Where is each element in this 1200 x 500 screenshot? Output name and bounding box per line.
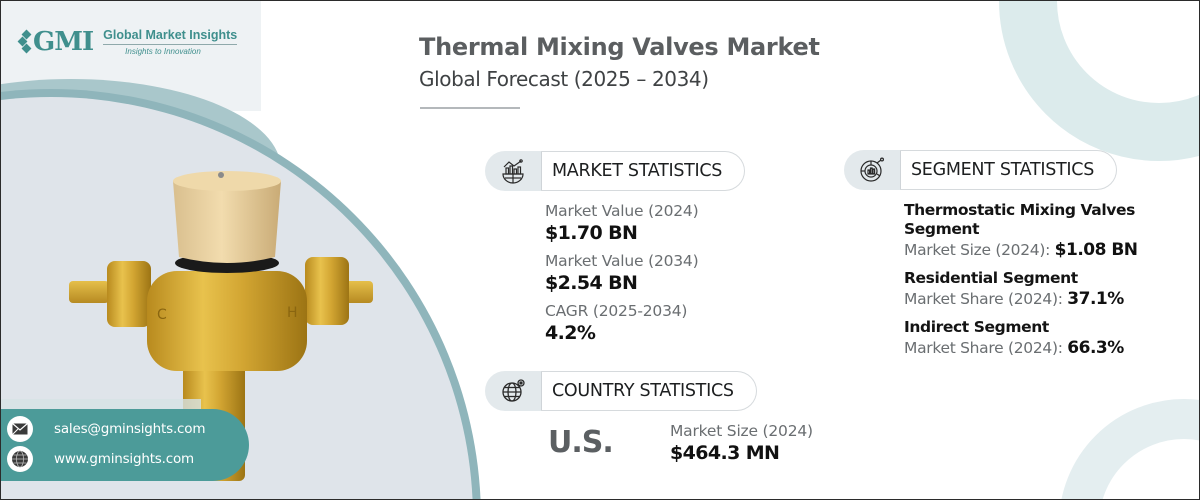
segment-statistics-list: Thermostatic Mixing Valves Segment Marke… bbox=[904, 201, 1194, 367]
stat-market-value-2024: Market Value (2024) $1.70 BN bbox=[545, 201, 699, 245]
segment-statistics-header: SEGMENT STATISTICS bbox=[844, 150, 1118, 190]
donut-chart-icon bbox=[844, 150, 900, 190]
globe-www-icon bbox=[7, 446, 33, 472]
contact-website[interactable]: www.gminsights.com bbox=[7, 444, 249, 474]
contact-strip-shadow bbox=[1, 399, 201, 409]
contact-email-text[interactable]: sales@gminsights.com bbox=[54, 421, 206, 437]
stat-label: CAGR (2025-2034) bbox=[545, 302, 688, 320]
svg-text:C: C bbox=[157, 307, 167, 323]
country-metric-value: $464.3 MN bbox=[670, 442, 780, 464]
page-title: Thermal Mixing Valves Market bbox=[419, 33, 820, 61]
contact-email[interactable]: sales@gminsights.com bbox=[7, 414, 249, 444]
country-statistics-content: U.S. Market Size (2024) $464.3 MN bbox=[548, 421, 813, 465]
globe-bar-chart-icon bbox=[485, 151, 541, 191]
background-arc-top-right bbox=[999, 1, 1199, 161]
envelope-icon bbox=[7, 416, 33, 442]
gmi-logo-icon: GMI bbox=[17, 27, 94, 57]
segment-metric-label: Market Share (2024): bbox=[904, 339, 1063, 357]
segment-title: Indirect Segment bbox=[904, 318, 1049, 336]
segment-metric-label: Market Size (2024): bbox=[904, 241, 1051, 259]
brand-logo[interactable]: GMI Global Market Insights Insights to I… bbox=[17, 27, 238, 57]
svg-text:H: H bbox=[287, 305, 298, 321]
stat-value: $2.54 BN bbox=[545, 272, 638, 294]
contact-website-text[interactable]: www.gminsights.com bbox=[54, 451, 194, 467]
brand-name: Global Market Insights bbox=[103, 28, 238, 45]
logo-mark-text: GMI bbox=[33, 27, 94, 57]
stat-cagr: CAGR (2025-2034) 4.2% bbox=[545, 301, 698, 345]
segment-title: Thermostatic Mixing Valves Segment bbox=[904, 201, 1135, 238]
stat-value: $1.70 BN bbox=[545, 222, 638, 244]
market-statistics-header: MARKET STATISTICS bbox=[485, 151, 746, 191]
market-statistics-title: MARKET STATISTICS bbox=[541, 151, 746, 191]
page-subtitle: Global Forecast (2025 – 2034) bbox=[419, 67, 709, 91]
stat-label: Market Value (2034) bbox=[545, 252, 699, 270]
title-divider bbox=[420, 107, 520, 109]
background-arc-bottom-right bbox=[1059, 399, 1199, 499]
segment-item-residential: Residential Segment Market Share (2024):… bbox=[904, 269, 1194, 310]
country-name: U.S. bbox=[548, 425, 614, 460]
segment-item-indirect: Indirect Segment Market Share (2024): 66… bbox=[904, 318, 1194, 359]
stat-value: 4.2% bbox=[545, 322, 596, 344]
segment-metric: Market Share (2024): 37.1% bbox=[904, 288, 1194, 310]
segment-metric: Market Size (2024): $1.08 BN bbox=[904, 239, 1194, 261]
country-statistics-header: COUNTRY STATISTICS bbox=[485, 371, 757, 411]
segment-metric: Market Share (2024): 66.3% bbox=[904, 337, 1194, 359]
globe-pin-icon bbox=[485, 371, 541, 411]
segment-metric-label: Market Share (2024): bbox=[904, 290, 1063, 308]
segment-metric-value: $1.08 BN bbox=[1054, 240, 1138, 260]
country-metric-label: Market Size (2024) bbox=[670, 422, 813, 440]
segment-metric-value: 37.1% bbox=[1067, 289, 1124, 309]
segment-statistics-title: SEGMENT STATISTICS bbox=[900, 150, 1118, 190]
stat-label: Market Value (2024) bbox=[545, 202, 699, 220]
segment-metric-value: 66.3% bbox=[1067, 338, 1124, 358]
market-statistics-list: Market Value (2024) $1.70 BN Market Valu… bbox=[545, 201, 699, 351]
stat-market-value-2034: Market Value (2034) $2.54 BN bbox=[545, 251, 699, 295]
country-statistics-title: COUNTRY STATISTICS bbox=[541, 371, 757, 411]
brand-tagline: Insights to Innovation bbox=[125, 47, 201, 56]
segment-title: Residential Segment bbox=[904, 269, 1078, 287]
contact-strip: sales@gminsights.com www.gminsights.com bbox=[1, 409, 249, 481]
segment-item-thermostatic: Thermostatic Mixing Valves Segment Marke… bbox=[904, 201, 1194, 261]
